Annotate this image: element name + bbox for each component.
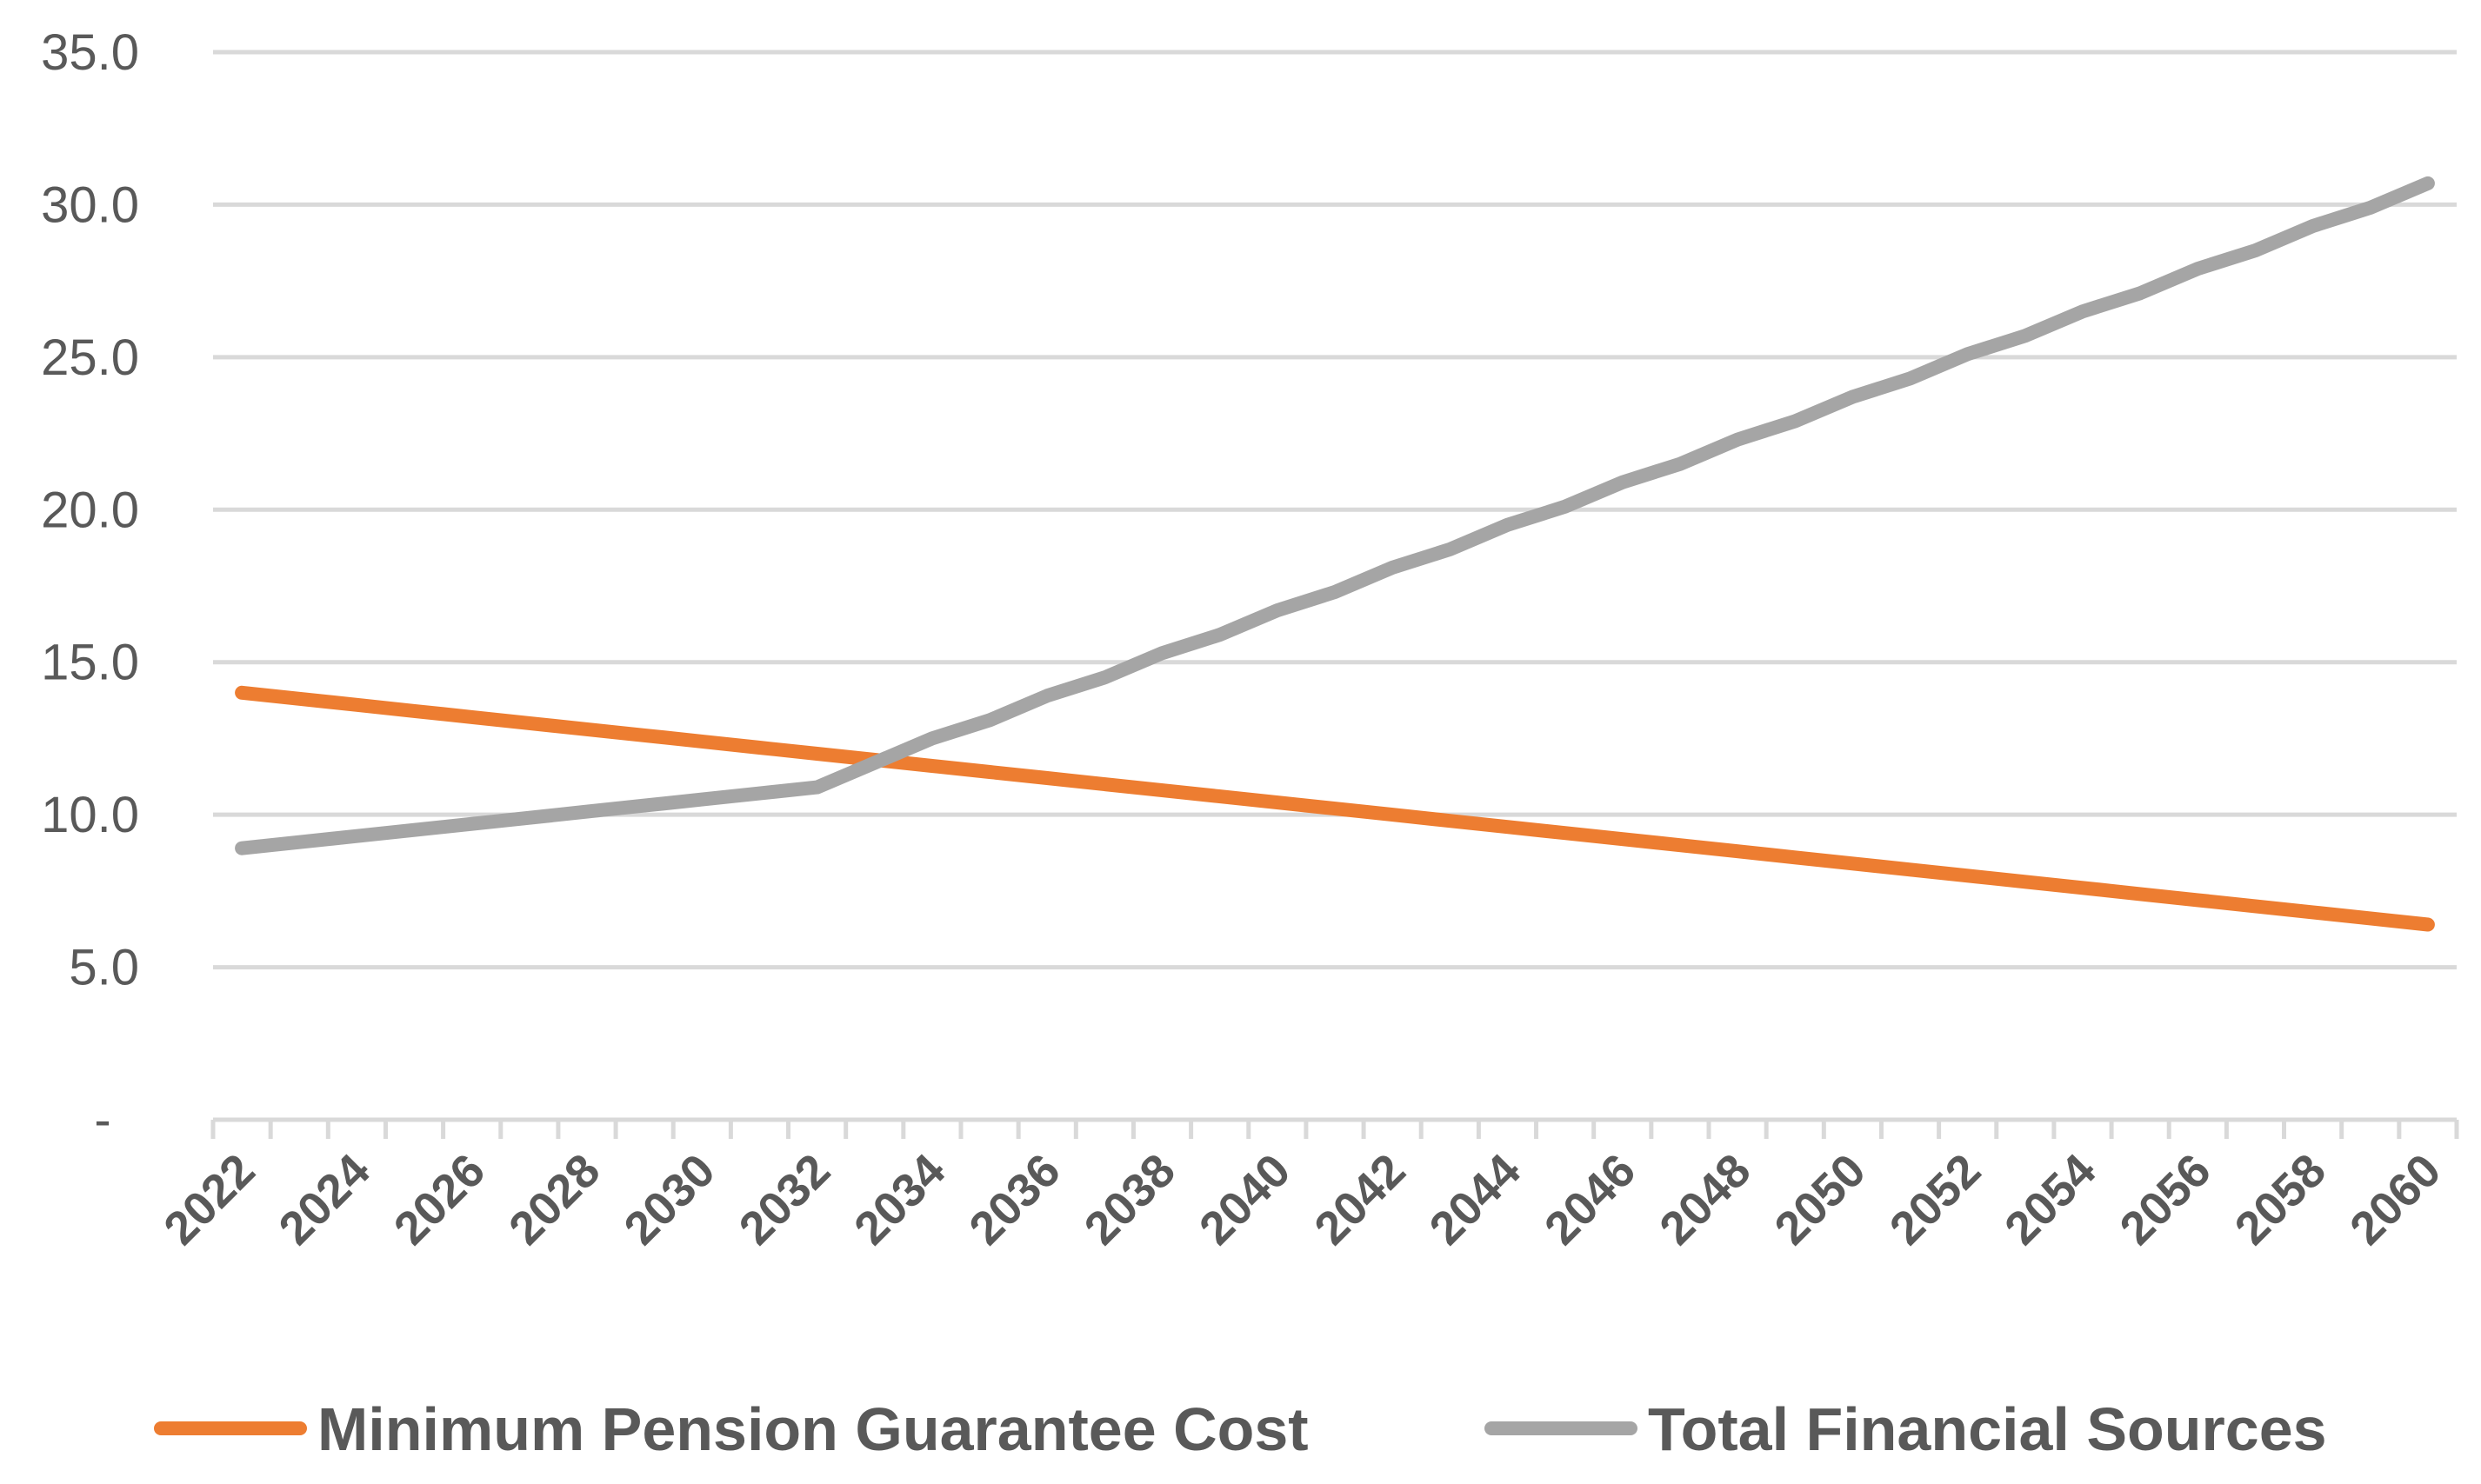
x-tick-label: 2052 (1880, 1144, 1991, 1254)
legend: Minimum Pension Guarantee Cost Total Fina… (154, 1395, 2327, 1463)
series-line-0 (235, 685, 2435, 932)
gridlines (213, 50, 2457, 970)
x-tick-label: 2024 (269, 1144, 379, 1254)
y-tick-label: 25.0 (41, 329, 139, 386)
x-tick-label: 2046 (1535, 1144, 1645, 1254)
y-tick-label: 30.0 (41, 176, 139, 233)
y-tick-label: 15.0 (41, 635, 139, 691)
x-tick-label: 2040 (1190, 1144, 1300, 1254)
x-tick-label: 2028 (499, 1144, 610, 1254)
y-axis-tick-labels: - 5.0 10.0 15.0 20.0 25.0 30.0 35.0 (41, 24, 139, 1148)
legend-label-0: Minimum Pension Guarantee Cost (317, 1395, 1309, 1463)
y-tick-label: 35.0 (41, 24, 139, 81)
x-tick-label: 2054 (1995, 1144, 2105, 1254)
y-tick-label: 5.0 (69, 940, 139, 996)
x-tick-label: 2048 (1650, 1144, 1760, 1254)
x-tick-label: 2034 (844, 1144, 955, 1254)
x-tick-label: 2050 (1764, 1144, 1875, 1254)
series-lines (235, 176, 2435, 932)
x-tick-label: 2030 (614, 1144, 724, 1254)
x-tick-label: 2056 (2110, 1144, 2220, 1254)
legend-label-1: Total Financial Sources (1648, 1395, 2327, 1463)
x-tick-label: 2044 (1420, 1144, 1531, 1254)
x-tick-label: 2022 (154, 1144, 264, 1254)
x-tick-label: 2032 (730, 1144, 840, 1254)
x-tick-label: 2038 (1075, 1144, 1185, 1254)
series-line-1 (235, 176, 2435, 855)
x-tick-label: 2026 (384, 1144, 495, 1254)
y-tick-label: - (94, 1092, 110, 1148)
x-axis (210, 1117, 2459, 1139)
x-axis-tick-labels: 2022 2024 2026 2028 2030 2032 2034 2036 2038 2040… (154, 1144, 2451, 1254)
x-tick-label: 2036 (959, 1144, 1070, 1254)
y-tick-label: 20.0 (41, 482, 139, 538)
x-tick-label: 2060 (2340, 1144, 2451, 1254)
x-tick-label: 2042 (1304, 1144, 1415, 1254)
y-tick-label: 10.0 (41, 787, 139, 843)
x-tick-label: 2058 (2225, 1144, 2336, 1254)
